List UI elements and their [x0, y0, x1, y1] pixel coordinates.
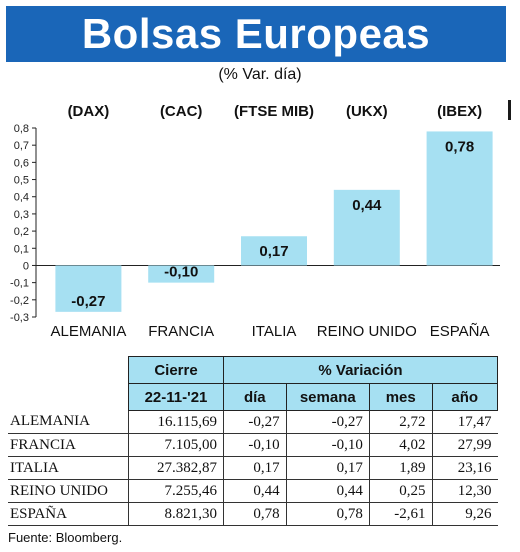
y-tick-label: 0 [23, 260, 29, 272]
index-label: (DAX) [68, 103, 110, 120]
cierre-header: Cierre [128, 356, 224, 384]
row-mes: 1,89 [368, 456, 433, 480]
y-tick-label: 0,8 [14, 123, 29, 135]
row-mes: 4,02 [368, 433, 433, 457]
table-row: ALEMANIA 16.115,69 -0,27 -0,27 2,72 17,4… [8, 410, 498, 434]
category-label: ESPAÑA [430, 323, 490, 340]
category-label: ALEMANIA [50, 323, 126, 340]
row-dia: 0,44 [223, 479, 287, 503]
index-label: (CAC) [160, 103, 203, 120]
index-label: (UKX) [346, 103, 388, 120]
bar-chart: 0,8 0,7 0,6 0,5 0,4 0,3 0,2 0,1 0 -0,1 -0,2 -0,3 -0,… [10, 103, 500, 340]
blank-header-cell [8, 356, 129, 384]
y-tick-label: 0,2 [14, 226, 29, 238]
index-label: (IBEX) [437, 103, 482, 120]
row-mes: -2,61 [368, 502, 433, 526]
row-ano: 27,99 [431, 433, 498, 457]
row-country: ITALIA [8, 456, 129, 480]
row-dia: -0,10 [223, 433, 287, 457]
row-semana: 0,17 [285, 456, 370, 480]
y-tick-label: 0,5 [14, 175, 29, 187]
row-country: ALEMANIA [8, 410, 129, 434]
row-semana: -0,10 [285, 433, 370, 457]
category-label: ITALIA [252, 323, 297, 340]
row-dia: 0,17 [223, 456, 287, 480]
y-tick-label: 0,4 [14, 192, 29, 204]
col-mes-header: mes [368, 383, 433, 411]
col-dia-header: día [223, 383, 287, 411]
bar [241, 236, 307, 266]
bar-value-label: 0,78 [445, 138, 474, 155]
category-label: REINO UNIDO [317, 323, 417, 340]
row-cierre: 27.382,87 [128, 456, 224, 480]
table-row: REINO UNIDO 7.255,46 0,44 0,44 0,25 12,3… [8, 479, 498, 503]
category-label: FRANCIA [148, 323, 214, 340]
row-cierre: 16.115,69 [128, 410, 224, 434]
y-tick-label: 0,7 [14, 140, 29, 152]
table-row: FRANCIA 7.105,00 -0,10 -0,10 4,02 27,99 [8, 433, 498, 457]
row-country: ESPAÑA [8, 502, 129, 526]
date-header: 22-11-'21 [128, 383, 224, 411]
blank-header-cell-2 [8, 383, 129, 411]
variacion-header: % Variación [223, 356, 498, 384]
page-title: Bolsas Europeas [81, 10, 431, 57]
row-semana: -0,27 [285, 410, 370, 434]
row-cierre: 7.105,00 [128, 433, 224, 457]
y-tick-label: -0,2 [10, 295, 29, 307]
row-semana: 0,78 [285, 502, 370, 526]
row-cierre: 8.821,30 [128, 502, 224, 526]
source-note: Fuente: Bloomberg. [8, 530, 123, 545]
bar [333, 189, 400, 266]
bar-value-label: 0,44 [352, 197, 382, 214]
row-ano: 23,16 [431, 456, 498, 480]
market-table: Cierre % Variación 22-11-'21 día semana … [8, 356, 499, 526]
chart-subtitle: (% Var. día) [218, 66, 302, 83]
y-tick-label: 0,3 [14, 209, 29, 221]
bar-value-label: -0,27 [71, 293, 105, 310]
title-banner: Bolsas Europeas [6, 6, 506, 62]
y-tick-label: 0,6 [14, 157, 29, 169]
row-semana: 0,44 [285, 479, 370, 503]
y-tick-label: -0,3 [10, 312, 29, 324]
row-mes: 2,72 [368, 410, 433, 434]
bar [148, 265, 215, 283]
y-tick-label: 0,1 [14, 243, 29, 255]
decorative-edge-mark [508, 100, 511, 120]
col-semana-header: semana [285, 383, 370, 411]
col-ano-header: año [431, 383, 499, 411]
row-cierre: 7.255,46 [128, 479, 224, 503]
bar [426, 131, 493, 266]
table-row: ESPAÑA 8.821,30 0,78 0,78 -2,61 9,26 [8, 502, 498, 526]
row-dia: -0,27 [223, 410, 287, 434]
bar-value-label: -0,10 [164, 264, 198, 281]
row-ano: 12,30 [431, 479, 498, 503]
row-ano: 17,47 [431, 410, 498, 434]
row-dia: 0,78 [223, 502, 287, 526]
bar [55, 265, 122, 312]
bar-value-label: 0,17 [259, 243, 288, 260]
y-tick-label: -0,1 [10, 278, 29, 290]
row-mes: 0,25 [368, 479, 433, 503]
row-country: REINO UNIDO [8, 479, 129, 503]
row-country: FRANCIA [8, 433, 129, 457]
index-label: (FTSE MIB) [234, 103, 314, 120]
row-ano: 9,26 [431, 502, 498, 526]
table-row: ITALIA 27.382,87 0,17 0,17 1,89 23,16 [8, 456, 498, 480]
